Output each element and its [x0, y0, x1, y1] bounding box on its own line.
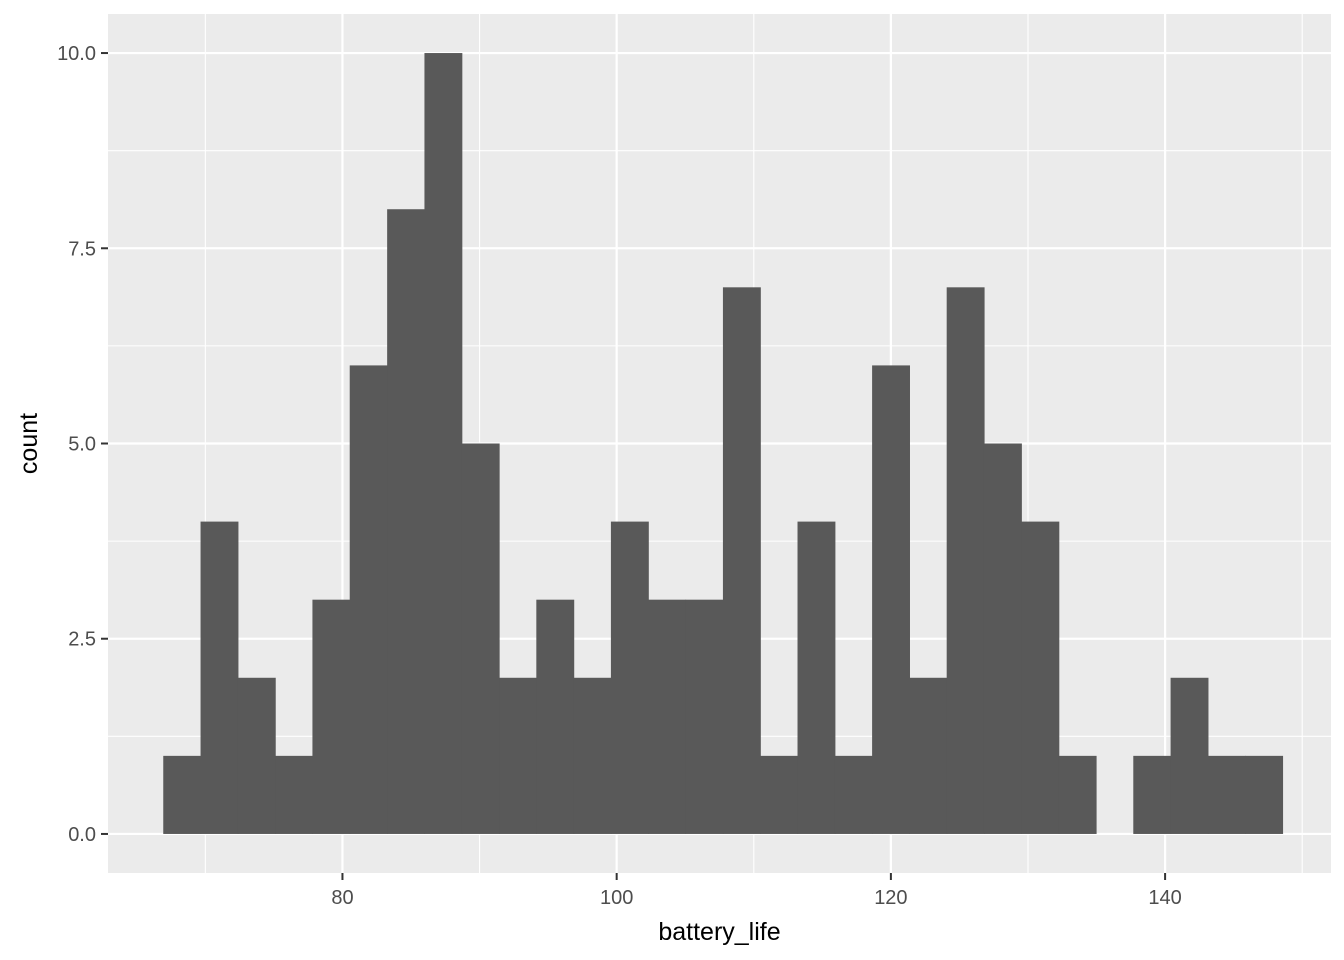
histogram-bar	[872, 365, 910, 834]
histogram-bar	[1021, 521, 1060, 834]
y-tick-label: 0.0	[68, 824, 96, 846]
y-axis-title: count	[15, 413, 43, 474]
histogram-bar	[983, 443, 1022, 834]
histogram-bar	[797, 521, 836, 834]
y-tick-label: 2.5	[68, 629, 96, 651]
x-tick-label: 100	[600, 887, 633, 909]
histogram-bar	[834, 755, 873, 834]
histogram-bar	[648, 599, 687, 834]
histogram-bar	[349, 365, 388, 834]
x-axis: 80 100 120 140	[331, 873, 1182, 909]
histogram-bar	[909, 677, 948, 834]
x-tick-label: 80	[331, 887, 353, 909]
histogram-bar	[499, 677, 537, 834]
y-tick-label: 10.0	[57, 43, 96, 65]
histogram-bar	[685, 599, 724, 834]
histogram-bar	[312, 599, 351, 834]
histogram-bar	[275, 755, 314, 834]
histogram-bar	[200, 521, 239, 834]
histogram-bar	[946, 287, 985, 834]
histogram-bar	[1245, 755, 1284, 834]
x-tick-label: 120	[874, 887, 907, 909]
histogram-bar	[722, 287, 761, 834]
histogram-bar	[536, 599, 575, 834]
histogram-bar	[461, 443, 500, 834]
histogram-bar	[760, 755, 799, 834]
histogram-bar	[237, 677, 276, 834]
x-axis-title: battery_life	[658, 918, 780, 946]
y-axis: 0.0 2.5 5.0 7.5 10.0	[57, 43, 108, 846]
histogram-bar	[1058, 755, 1097, 834]
y-tick-label: 7.5	[68, 238, 96, 260]
histogram-bar	[1170, 677, 1209, 834]
histogram-bar	[387, 209, 426, 834]
histogram-bar	[1207, 755, 1246, 834]
histogram-bar	[424, 53, 463, 834]
y-tick-label: 5.0	[68, 434, 96, 456]
histogram-bar	[163, 755, 202, 834]
histogram-bars	[163, 53, 1284, 834]
histogram-bar	[610, 521, 649, 834]
x-tick-label: 140	[1148, 887, 1181, 909]
histogram-bar	[573, 677, 612, 834]
histogram-bar	[1133, 755, 1172, 834]
